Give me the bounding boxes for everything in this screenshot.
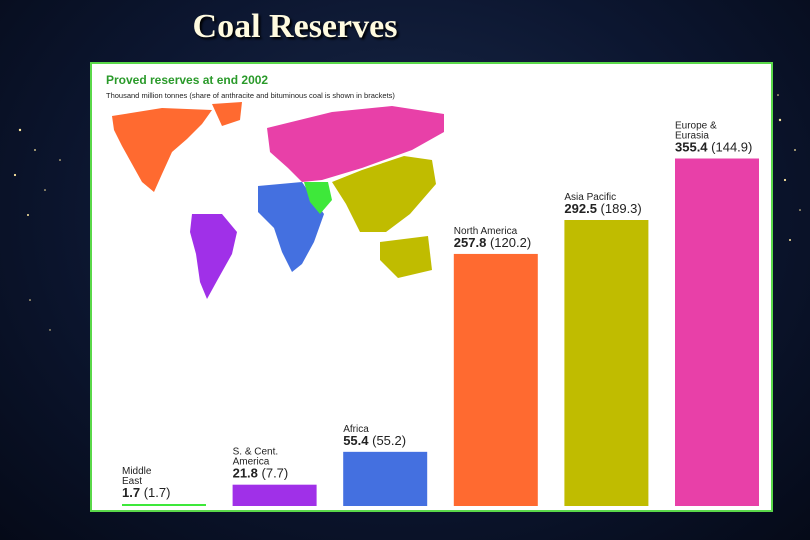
category-label-africa: Africa — [343, 424, 369, 435]
chart-title: Proved reserves at end 2002 — [106, 73, 269, 87]
bar-europe-eurasia — [675, 158, 759, 506]
value-label-africa: 55.4 (55.2) — [343, 433, 406, 448]
map-s-cent-america — [190, 214, 237, 299]
bar-africa — [343, 451, 428, 506]
value-label-europe-eurasia: 355.4 (144.9) — [675, 139, 752, 154]
chart-card: Proved reserves at end 2002 Thousand mil… — [90, 62, 773, 512]
category-label-europe-eurasia: Eurasia — [675, 130, 709, 141]
category-label-s-cent-america: S. & Cent. — [233, 447, 279, 458]
map-africa — [258, 182, 324, 272]
map-europe-eurasia — [267, 106, 444, 182]
category-label-s-cent-america: America — [233, 457, 270, 468]
category-label-europe-eurasia: Europe & — [675, 120, 717, 131]
bar-north-america — [453, 253, 538, 506]
map-australia — [380, 236, 432, 278]
bar-asia-pacific — [564, 220, 649, 506]
world-map — [112, 102, 444, 299]
value-label-north-america: 257.8 (120.2) — [454, 235, 531, 250]
map-asia-pacific — [332, 156, 436, 232]
map-north-america — [112, 108, 212, 192]
category-label-north-america: North America — [454, 226, 518, 237]
map-greenland — [212, 102, 242, 126]
chart-subtitle: Thousand million tonnes (share of anthra… — [106, 91, 395, 100]
value-label-middle-east: 1.7 (1.7) — [122, 485, 170, 500]
map-middle-east — [304, 182, 332, 214]
category-label-asia-pacific: Asia Pacific — [564, 192, 616, 203]
category-label-middle-east: Middle — [122, 466, 152, 477]
value-label-s-cent-america: 21.8 (7.7) — [233, 466, 289, 481]
value-label-asia-pacific: 292.5 (189.3) — [564, 201, 641, 216]
slide-title: Coal Reserves — [192, 8, 398, 45]
category-label-middle-east: East — [122, 476, 142, 487]
bar-middle-east — [122, 504, 206, 506]
bar-s-cent-america — [232, 484, 317, 506]
